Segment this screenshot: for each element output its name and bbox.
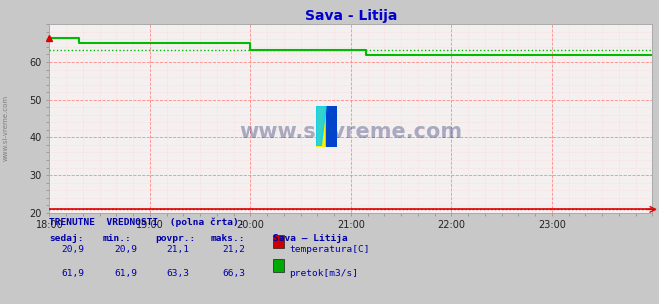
Text: maks.:: maks.: — [211, 234, 245, 243]
Text: povpr.:: povpr.: — [155, 234, 195, 243]
Text: 63,3: 63,3 — [167, 269, 190, 278]
Text: 21,1: 21,1 — [167, 245, 190, 254]
Text: 61,9: 61,9 — [61, 269, 84, 278]
Text: 21,2: 21,2 — [223, 245, 246, 254]
Text: min.:: min.: — [102, 234, 131, 243]
Text: temperatura[C]: temperatura[C] — [289, 245, 370, 254]
Text: sedaj:: sedaj: — [49, 234, 84, 243]
Text: TRENUTNE  VREDNOSTI  (polna črta):: TRENUTNE VREDNOSTI (polna črta): — [49, 217, 245, 227]
Text: 66,3: 66,3 — [223, 269, 246, 278]
Text: 20,9: 20,9 — [114, 245, 137, 254]
Text: pretok[m3/s]: pretok[m3/s] — [289, 269, 358, 278]
Title: Sava - Litija: Sava - Litija — [304, 9, 397, 23]
Text: 61,9: 61,9 — [114, 269, 137, 278]
Text: Sava – Litija: Sava – Litija — [273, 234, 348, 243]
Text: www.si-vreme.com: www.si-vreme.com — [239, 122, 463, 142]
Polygon shape — [316, 106, 326, 146]
Text: www.si-vreme.com: www.si-vreme.com — [2, 95, 9, 161]
Text: 20,9: 20,9 — [61, 245, 84, 254]
